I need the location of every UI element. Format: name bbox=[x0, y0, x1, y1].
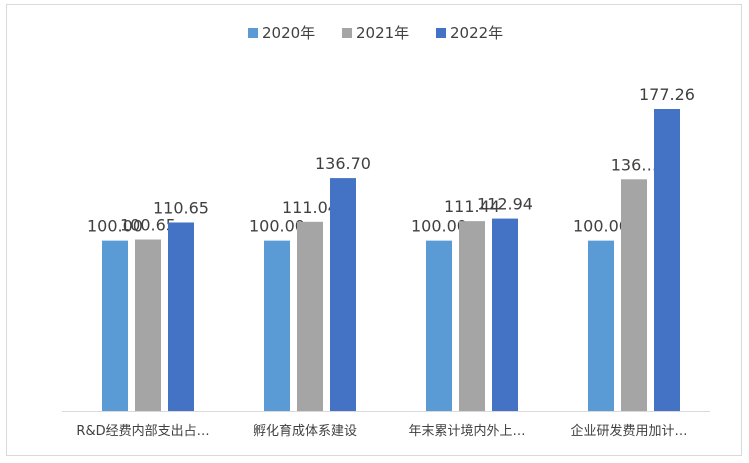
legend-label-1: 2020年 bbox=[262, 24, 315, 42]
legend-swatch-3 bbox=[436, 28, 446, 38]
data-label-3-3: 112.94 bbox=[477, 195, 533, 214]
bar-1-4 bbox=[588, 240, 614, 411]
legend-label-3: 2022年 bbox=[450, 24, 503, 42]
category-label-2: 孵化育成体系建设 bbox=[253, 423, 357, 439]
bar-1-2 bbox=[264, 240, 290, 411]
bar-3-4 bbox=[654, 109, 680, 411]
data-label-2-3: 111.44 bbox=[444, 197, 500, 216]
data-label-3-2: 136.70 bbox=[315, 154, 371, 173]
data-label-1-2: 100.00 bbox=[249, 217, 305, 236]
data-label-2-2: 111.04 bbox=[282, 198, 338, 217]
legend-swatch-1 bbox=[248, 28, 258, 38]
bar-3-1 bbox=[168, 222, 194, 411]
legend-label-2: 2021年 bbox=[356, 24, 409, 42]
bar-2-1 bbox=[135, 239, 161, 411]
category-label-3: 年末累计境内外上… bbox=[408, 423, 525, 439]
data-label-2-1: 100.65 bbox=[120, 216, 176, 235]
bar-3-3 bbox=[492, 218, 518, 411]
data-label-1-3: 100.00 bbox=[411, 217, 467, 236]
category-label-1: R&D经费内部支出占… bbox=[76, 423, 209, 439]
legend-swatch-2 bbox=[342, 28, 352, 38]
bar-1-3 bbox=[426, 240, 452, 411]
data-label-2-4: 136… bbox=[611, 155, 658, 174]
bar-2-4 bbox=[621, 179, 647, 411]
data-label-3-1: 110.65 bbox=[153, 198, 209, 217]
data-label-1-1: 100.00 bbox=[87, 217, 143, 236]
data-label-3-4: 177.26 bbox=[639, 85, 695, 104]
bar-1-1 bbox=[102, 240, 128, 411]
chart-frame bbox=[6, 4, 742, 456]
data-label-1-4: 100.00 bbox=[573, 217, 629, 236]
bar-3-2 bbox=[330, 178, 356, 411]
bar-2-2 bbox=[297, 221, 323, 411]
category-label-4: 企业研发费用加计… bbox=[570, 423, 687, 439]
bar-2-3 bbox=[459, 221, 485, 411]
